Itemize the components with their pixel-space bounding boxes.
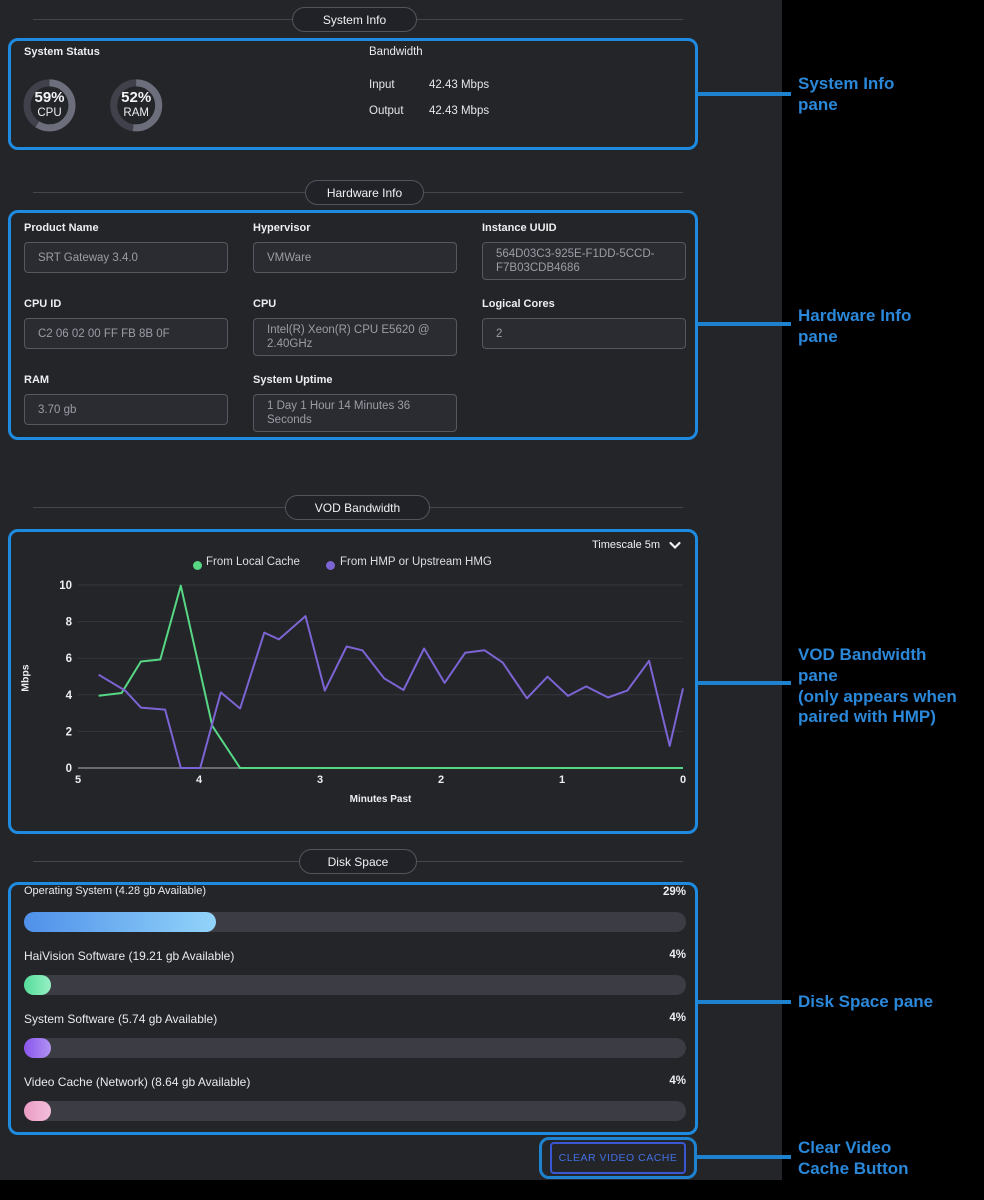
svg-text:3: 3 xyxy=(317,774,323,786)
svg-text:52%: 52% xyxy=(121,89,151,106)
svg-text:6: 6 xyxy=(66,653,72,665)
svg-text:0: 0 xyxy=(66,763,72,775)
svg-text:RAM: RAM xyxy=(123,107,149,119)
svg-text:CPU: CPU xyxy=(37,107,61,119)
svg-text:Mbps: Mbps xyxy=(20,664,32,692)
svg-text:2: 2 xyxy=(66,726,72,738)
svg-text:10: 10 xyxy=(59,580,72,592)
svg-text:1: 1 xyxy=(559,774,565,786)
svg-text:59%: 59% xyxy=(34,89,64,106)
svg-text:2: 2 xyxy=(438,774,444,786)
svg-text:5: 5 xyxy=(75,774,81,786)
svg-text:4: 4 xyxy=(196,774,203,786)
svg-text:Minutes Past: Minutes Past xyxy=(350,794,412,805)
svg-text:4: 4 xyxy=(66,690,73,702)
svg-text:8: 8 xyxy=(66,617,73,629)
svg-text:0: 0 xyxy=(680,774,686,786)
